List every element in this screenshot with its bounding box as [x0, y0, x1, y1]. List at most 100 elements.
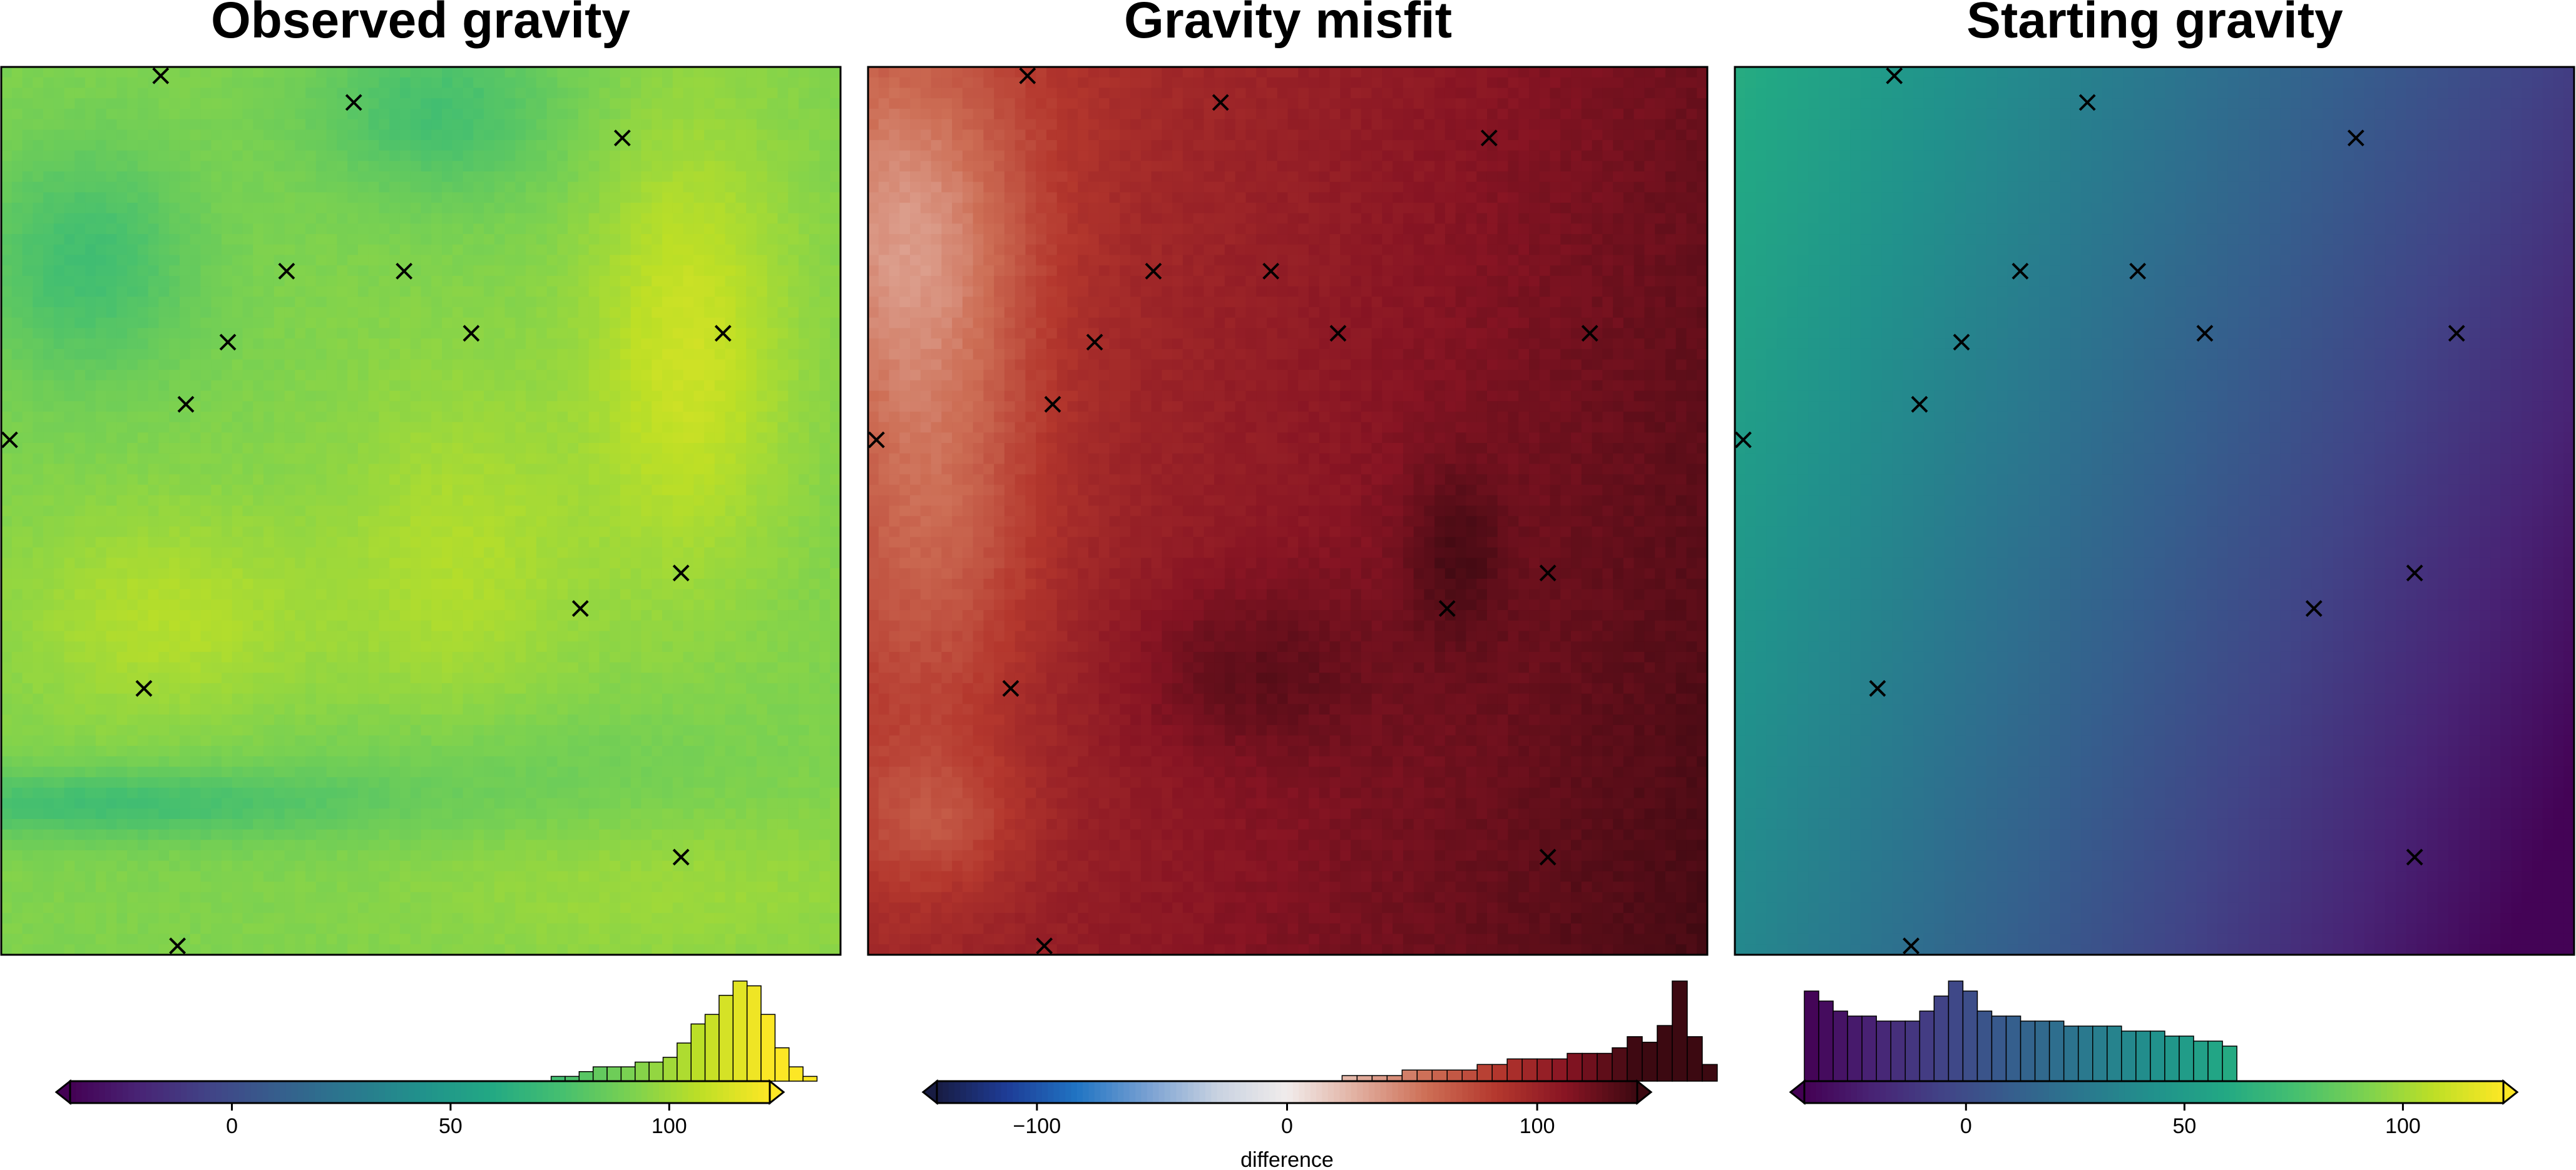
- heatmap-cell: [463, 234, 474, 245]
- heatmap-cell: [389, 150, 401, 162]
- heatmap-cell: [253, 662, 264, 674]
- heatmap-cell: [756, 673, 768, 684]
- heatmap-cell: [421, 683, 432, 694]
- heatmap-cell: [746, 213, 757, 225]
- heatmap-cell: [242, 693, 254, 705]
- heatmap-cell: [347, 526, 359, 538]
- heatmap-cell: [295, 98, 306, 109]
- heatmap-cell: [452, 108, 464, 120]
- heatmap-cell: [379, 203, 391, 214]
- heatmap-cell: [442, 265, 453, 277]
- heatmap-cell: [610, 506, 621, 517]
- heatmap-cell: [253, 464, 264, 475]
- heatmap-cell: [788, 317, 799, 329]
- heatmap-cell: [557, 181, 568, 193]
- heatmap-cell: [809, 557, 820, 569]
- heatmap-cell: [11, 568, 23, 579]
- heatmap-cell: [452, 348, 464, 360]
- heatmap-cell: [683, 161, 695, 172]
- heatmap-cell: [756, 119, 768, 130]
- heatmap-cell: [326, 359, 338, 370]
- heatmap-cell: [473, 673, 484, 684]
- heatmap-cell: [630, 275, 642, 287]
- heatmap-cell: [777, 610, 789, 621]
- heatmap-cell: [452, 370, 464, 381]
- heatmap-cell: [442, 631, 453, 642]
- heatmap-cell: [211, 422, 222, 434]
- heatmap-cell: [735, 432, 747, 444]
- heatmap-cell: [74, 317, 86, 329]
- heatmap-cell: [777, 484, 789, 496]
- heatmap-cell: [526, 704, 537, 715]
- heatmap-cell: [295, 589, 306, 601]
- heatmap-cell: [830, 704, 841, 715]
- heatmap-cell: [588, 150, 600, 162]
- heatmap-cell: [190, 255, 202, 266]
- heatmap-cell: [64, 693, 76, 705]
- heatmap-cell: [767, 67, 779, 78]
- heatmap-cell: [588, 432, 600, 444]
- heatmap-cell: [431, 693, 442, 705]
- heatmap-cell: [641, 537, 653, 548]
- heatmap-cell: [116, 77, 128, 89]
- heatmap-cell: [662, 338, 673, 350]
- heatmap-cell: [1, 474, 13, 486]
- heatmap-cell: [504, 693, 516, 705]
- heatmap-cell: [85, 317, 96, 329]
- heatmap-cell: [620, 432, 631, 444]
- heatmap-cell: [536, 98, 548, 109]
- heatmap-cell: [106, 213, 118, 225]
- heatmap-cell: [484, 348, 495, 360]
- heatmap-cell: [200, 693, 212, 705]
- heatmap-cell: [148, 557, 160, 569]
- heatmap-cell: [85, 88, 96, 99]
- heatmap-cell: [421, 422, 432, 434]
- heatmap-cell: [756, 683, 768, 694]
- heatmap-cell: [127, 568, 138, 579]
- heatmap-cell: [368, 411, 380, 423]
- heatmap-cell: [599, 464, 611, 475]
- heatmap-cell: [273, 328, 285, 339]
- heatmap-cell: [284, 286, 296, 298]
- heatmap-cell: [337, 673, 348, 684]
- heatmap-cell: [819, 589, 831, 601]
- heatmap-cell: [305, 537, 317, 548]
- heatmap-cell: [809, 244, 820, 256]
- heatmap-cell: [43, 88, 54, 99]
- heatmap-cell: [641, 297, 653, 308]
- heatmap-cell: [158, 297, 170, 308]
- heatmap-cell: [179, 213, 191, 225]
- heatmap-cell: [11, 537, 23, 548]
- heatmap-cell: [819, 390, 831, 402]
- heatmap-cell: [284, 77, 296, 89]
- heatmap-cell: [735, 506, 747, 517]
- heatmap-cell: [662, 171, 673, 183]
- heatmap-cell: [484, 150, 495, 162]
- heatmap-cell: [357, 683, 369, 694]
- heatmap-cell: [11, 693, 23, 705]
- heatmap-cell: [127, 715, 138, 726]
- heatmap-cell: [1, 579, 13, 590]
- heatmap-cell: [148, 359, 160, 370]
- heatmap-cell: [116, 348, 128, 360]
- heatmap-cell: [735, 380, 747, 392]
- heatmap-cell: [158, 77, 170, 89]
- heatmap-cell: [588, 171, 600, 183]
- heatmap-cell: [137, 432, 149, 444]
- heatmap-cell: [222, 464, 233, 475]
- heatmap-cell: [641, 464, 653, 475]
- heatmap-cell: [242, 474, 254, 486]
- heatmap-cell: [662, 130, 673, 141]
- heatmap-cell: [725, 495, 737, 506]
- heatmap-cell: [683, 181, 695, 193]
- heatmap-cell: [672, 171, 684, 183]
- heatmap-cell: [652, 359, 663, 370]
- heatmap-cell: [662, 537, 673, 548]
- heatmap-cell: [504, 213, 516, 225]
- heatmap-cell: [43, 307, 54, 318]
- heatmap-cell: [74, 432, 86, 444]
- heatmap-cell: [211, 453, 222, 465]
- heatmap-cell: [704, 631, 715, 642]
- heatmap-cell: [746, 338, 757, 350]
- heatmap-cell: [211, 203, 222, 214]
